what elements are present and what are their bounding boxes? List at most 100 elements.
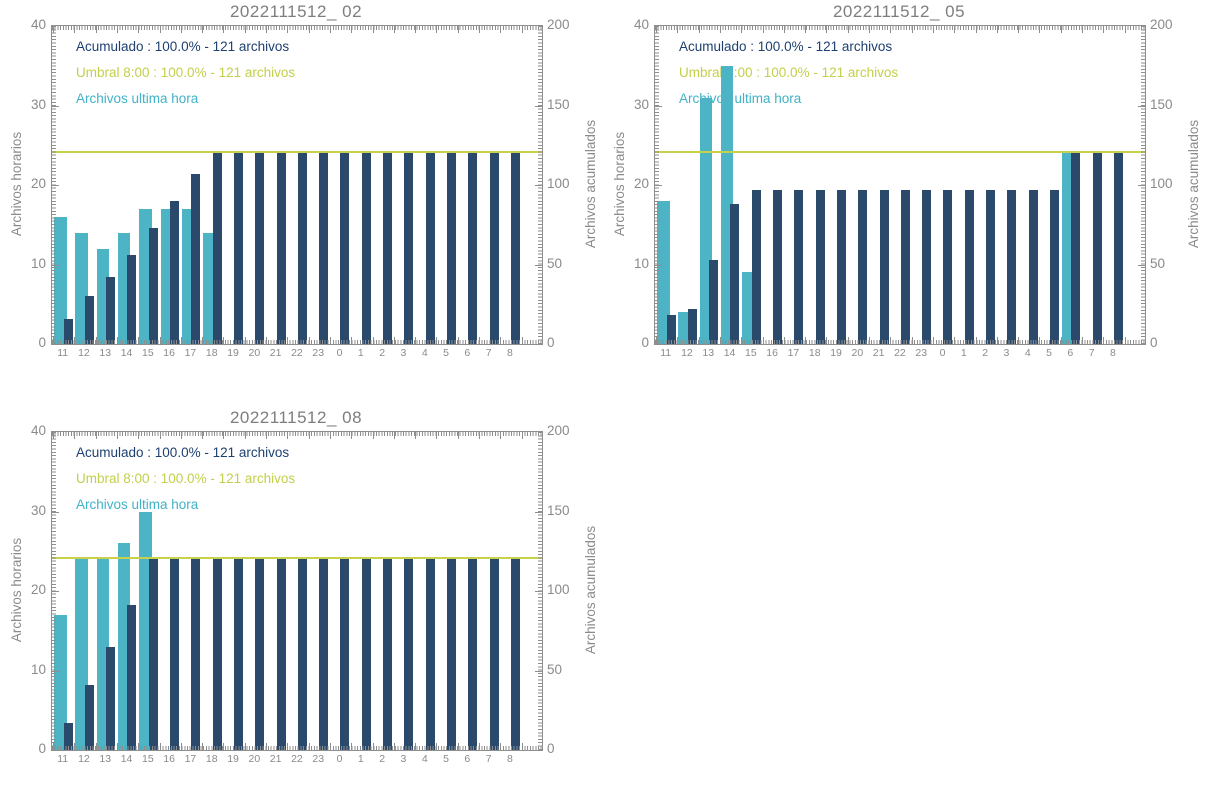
major-tick: [783, 26, 785, 33]
bar-cumulative: [340, 557, 350, 750]
hour-slot-22: [287, 432, 308, 750]
major-tick: [266, 743, 267, 750]
major-tick: [53, 743, 54, 750]
major-tick: [52, 264, 59, 266]
bar-cumulative: [276, 151, 286, 344]
major-tick: [698, 26, 700, 33]
hour-slot-17: [181, 26, 202, 344]
major-tick: [244, 743, 246, 750]
hour-slot-5: [436, 432, 457, 750]
x-tick-label: 16: [163, 347, 175, 359]
charts-grid: 2022111512_ 02 Archivos horarios Archivo…: [0, 0, 1201, 765]
bar-hourly: [203, 232, 216, 344]
legend-ultima-hora: Archivos ultima hora: [679, 91, 802, 106]
major-tick: [223, 337, 225, 344]
bar-cumulative: [191, 173, 201, 344]
x-tick-label: 14: [723, 347, 736, 359]
major-tick: [52, 185, 59, 186]
hour-slot-15: [138, 432, 159, 750]
major-tick: [287, 743, 289, 750]
major-tick: [329, 432, 331, 439]
bar-cumulative: [106, 277, 116, 344]
x-tick-label: 3: [1003, 347, 1010, 359]
x-tick-label: 1: [357, 753, 364, 765]
bar-cumulative: [446, 151, 456, 344]
major-tick: [869, 337, 870, 344]
bar-hourly: [678, 312, 691, 344]
major-tick: [372, 337, 374, 344]
hour-slot-15: [138, 26, 159, 344]
major-tick: [244, 432, 246, 439]
bar-cumulative: [404, 557, 414, 750]
major-tick: [954, 26, 956, 33]
bar-cumulative: [1028, 189, 1038, 344]
bar-cumulative: [340, 151, 350, 344]
major-tick: [1124, 26, 1126, 33]
major-tick: [655, 264, 662, 266]
hour-slot-19: [223, 432, 244, 750]
bar-cumulative: [383, 557, 392, 750]
x-tick-label: 21: [872, 347, 885, 359]
hour-slot-22: [287, 26, 308, 344]
bars-layer: [52, 26, 542, 344]
major-tick: [351, 26, 353, 33]
y-tick-label-right: 200: [547, 423, 570, 438]
threshold-line: [52, 556, 542, 559]
major-tick: [479, 26, 480, 33]
hour-slot-18: [805, 26, 826, 344]
y-tick-label-left: 40: [633, 17, 649, 32]
bar-cumulative: [1007, 189, 1017, 344]
x-tick-label: 6: [1067, 347, 1074, 359]
major-tick: [138, 337, 140, 344]
bar-cumulative: [404, 151, 414, 344]
major-tick: [159, 26, 161, 33]
major-tick: [415, 26, 417, 33]
bar-cumulative: [212, 151, 222, 344]
bar-cumulative: [773, 189, 782, 344]
major-tick: [180, 26, 182, 33]
major-tick: [202, 432, 204, 439]
major-tick: [372, 26, 374, 33]
x-tick-label: 22: [291, 753, 303, 765]
major-tick: [159, 743, 161, 750]
y-tick-label-right: 100: [1150, 176, 1173, 191]
y-tick-label-right: 200: [1150, 17, 1173, 32]
x-tick-label: 0: [336, 347, 343, 359]
hour-slot-1: [351, 26, 372, 344]
bar-cumulative: [943, 189, 953, 344]
y-tick-label-left: 0: [38, 335, 46, 350]
legend-acumulado: Acumulado : 100.0% - 121 archivos: [76, 39, 290, 54]
bar-hourly: [742, 272, 755, 344]
major-tick: [329, 26, 331, 33]
bar-cumulative: [446, 557, 456, 750]
major-tick: [52, 511, 59, 513]
x-tick-label: 6: [464, 347, 471, 359]
hour-slot-2: [373, 432, 394, 750]
hour-slot-23: [912, 26, 933, 344]
bar-cumulative: [1071, 151, 1081, 344]
bar-cumulative: [1092, 151, 1102, 344]
bar-cumulative: [986, 189, 995, 344]
hour-slot-12: [677, 26, 698, 344]
legend-acumulado: Acumulado : 100.0% - 121 archivos: [679, 39, 893, 54]
x-tick-label: 23: [312, 347, 325, 359]
hour-slot-18: [202, 432, 223, 750]
x-tick-label: 15: [141, 753, 154, 765]
major-tick: [95, 26, 97, 33]
major-tick: [159, 337, 161, 344]
x-tick-label: 4: [421, 347, 428, 359]
hour-slot-20: [245, 26, 266, 344]
x-tick-label: 17: [184, 753, 197, 765]
bar-cumulative: [170, 557, 179, 750]
major-tick: [911, 337, 913, 344]
bar-cumulative: [212, 557, 222, 750]
x-tick-label: 0: [939, 347, 946, 359]
major-tick: [415, 337, 417, 344]
x-tick-label: 12: [681, 347, 693, 359]
major-tick: [393, 432, 395, 439]
major-tick: [202, 337, 204, 344]
bar-cumulative: [730, 204, 740, 344]
bar-hourly: [54, 216, 67, 344]
chart-panel: 2022111512_ 02 Archivos horarios Archivo…: [0, 0, 603, 385]
bar-cumulative: [815, 189, 825, 344]
